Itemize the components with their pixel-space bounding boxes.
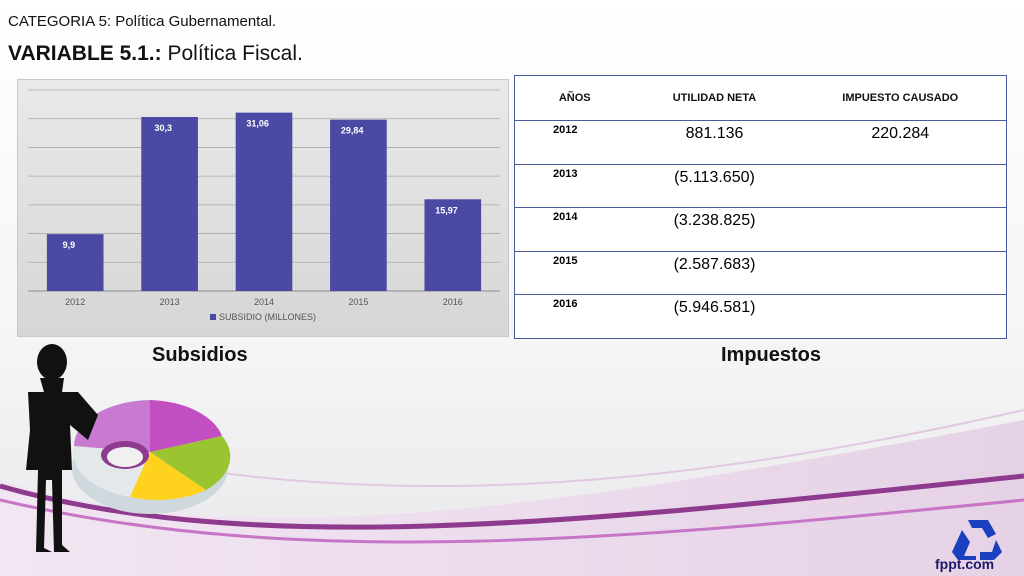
data-label-2012: 9,9	[63, 240, 76, 250]
legend-label: SUBSIDIO (MILLONES)	[219, 312, 316, 322]
utilidad-cell: (5.113.650)	[634, 163, 795, 208]
x-tick-label-2016: 2016	[443, 297, 463, 307]
data-label-2013: 30,3	[155, 123, 173, 133]
subsidy-bar-chart: 9,9 2012 30,3 2013 31,06 2014 29,84 2015 15,97 20…	[17, 79, 509, 337]
table-row: 2013 (5.113.650)	[514, 163, 1007, 208]
data-label-2014: 31,06	[246, 119, 269, 129]
year-cell: 2014	[514, 207, 635, 251]
table-row: 2012 881.136 220.284	[514, 120, 1007, 164]
table-row: 2015 (2.587.683)	[514, 250, 1007, 295]
impuesto-cell	[794, 163, 1007, 208]
impuesto-cell	[794, 294, 1007, 338]
x-tick-label-2015: 2015	[348, 297, 368, 307]
x-tick-label-2014: 2014	[254, 297, 274, 307]
bar-2016	[424, 199, 482, 291]
tax-table: AÑOS UTILIDAD NETA IMPUESTO CAUSADO 2012…	[514, 75, 1007, 339]
x-tick-label-2013: 2013	[160, 297, 180, 307]
utilidad-cell: 881.136	[634, 120, 795, 164]
bar-2013	[141, 116, 198, 291]
chart-svg: 9,9 2012 30,3 2013 31,06 2014 29,84 2015 15,97 20…	[28, 89, 500, 322]
utilidad-cell: (5.946.581)	[634, 294, 795, 338]
header-utilidad-neta: UTILIDAD NETA	[634, 75, 795, 121]
table-row: 2014 (3.238.825)	[514, 207, 1007, 251]
table-header-row: AÑOS UTILIDAD NETA IMPUESTO CAUSADO	[514, 75, 1007, 121]
recycle-icon	[952, 520, 1002, 560]
impuestos-label: Impuestos	[721, 344, 822, 366]
x-tick-label-2012: 2012	[65, 297, 85, 307]
subsidios-label: Subsidios	[152, 344, 248, 366]
legend-swatch	[210, 314, 216, 320]
impuesto-cell: 220.284	[794, 120, 1007, 164]
year-cell: 2015	[514, 250, 635, 295]
wave-line-thin	[199, 409, 1024, 488]
fppt-logo-text: fppt.com	[935, 556, 995, 572]
utilidad-cell: (3.238.825)	[634, 207, 795, 251]
header-anos: AÑOS	[514, 75, 635, 121]
year-cell: 2013	[514, 163, 635, 208]
3d-donut-chart-icon	[72, 400, 231, 514]
impuesto-cell	[794, 250, 1007, 295]
data-label-2015: 29,84	[341, 126, 364, 136]
bar-2014	[235, 112, 293, 291]
wave-line-light	[0, 498, 1024, 544]
year-cell: 2012	[514, 120, 635, 164]
variable-prefix: VARIABLE 5.1.:	[8, 42, 162, 65]
bar-2015	[330, 119, 387, 291]
utilidad-cell: (2.587.683)	[634, 250, 795, 295]
header-impuesto-causado: IMPUESTO CAUSADO	[794, 75, 1007, 121]
table-row: 2016 (5.946.581)	[514, 294, 1007, 338]
variable-title: VARIABLE 5.1.: Política Fiscal.	[8, 42, 303, 66]
variable-name: Política Fiscal.	[161, 42, 303, 65]
wave-line-dark	[0, 473, 1024, 530]
year-cell: 2016	[514, 294, 635, 338]
category-title: CATEGORIA 5: Política Gubernamental.	[8, 13, 277, 30]
businesswoman-silhouette	[26, 344, 98, 552]
data-label-2016: 15,97	[435, 205, 458, 215]
impuesto-cell	[794, 207, 1007, 251]
bar-2012	[46, 234, 104, 291]
